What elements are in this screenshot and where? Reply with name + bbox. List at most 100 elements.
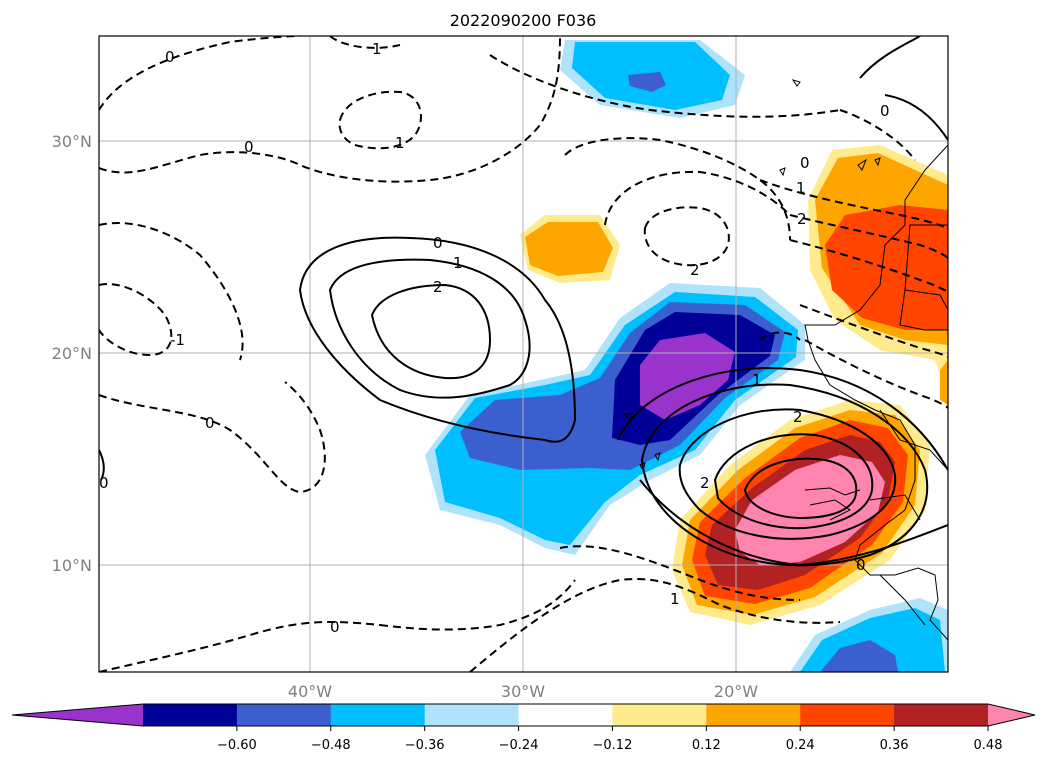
dashed-lower-zero-b xyxy=(379,579,576,631)
lat-label-20n: 20°N xyxy=(52,344,92,363)
contour-eastern-1 xyxy=(640,383,929,567)
lat-label-10n: 10°N xyxy=(52,556,92,575)
clabel-two-east-b: 2 xyxy=(700,474,710,492)
contour-eastern-2 xyxy=(678,408,897,540)
clabel-zero-ul: 0 xyxy=(165,48,175,66)
br-blob-core xyxy=(820,640,898,672)
lat-labels: 30°N 20°N 10°N xyxy=(52,132,92,575)
clabel-zero-high: 0 xyxy=(433,234,443,252)
dashed-lower-zero xyxy=(99,621,381,672)
clabel-neg1-left: -1 xyxy=(170,331,185,349)
dashed-right-band-2 xyxy=(789,214,948,259)
contour-left-edge xyxy=(99,449,105,481)
colorbar-extend-low xyxy=(12,704,143,726)
clabel-zero-edge: 0 xyxy=(99,474,109,492)
colorbar-swatch xyxy=(706,704,801,726)
clabel-neg1-oval: 1 xyxy=(395,134,405,152)
dashed-minus-one-left xyxy=(99,222,244,361)
dashed-minus-one-oval xyxy=(338,90,422,150)
contour-eastern-3 xyxy=(713,433,874,530)
lat-label-30n: 30°N xyxy=(52,132,92,151)
dashed-minus-two-loop xyxy=(604,170,791,226)
map-title: 2022090200 F036 xyxy=(450,11,597,30)
plot-area: 0 1 1 0 0 1 2 -1 0 0 0 1 2 2 1 2 2 0 1 0… xyxy=(99,36,948,672)
contour-labels: 0 1 1 0 0 1 2 -1 0 0 0 1 2 2 1 2 2 0 1 0… xyxy=(99,40,890,636)
contour-eastern-0 xyxy=(617,367,948,471)
clabel-neg1-right: 1 xyxy=(796,179,806,197)
ur-blob-edge xyxy=(940,360,948,405)
colorbar-tick-label: −0.36 xyxy=(405,738,445,753)
coast-detail xyxy=(804,487,861,521)
contour-high-0 xyxy=(298,236,577,443)
dashed-loop-small xyxy=(759,331,801,341)
dashed-zero-row xyxy=(99,36,561,183)
dashed-zero-ul xyxy=(99,36,301,111)
colorbar-swatch xyxy=(424,704,520,726)
lon-label-30w: 30°W xyxy=(501,682,545,701)
contour-high-1 xyxy=(328,258,531,399)
contour-tr-1 xyxy=(884,94,948,141)
orange-blob-core xyxy=(525,222,613,276)
colorbar-tick-label: −0.12 xyxy=(593,738,633,753)
contours xyxy=(99,36,948,567)
contour-eastern-4 xyxy=(743,457,858,520)
inner-border-c xyxy=(869,494,921,521)
colorbar-swatch xyxy=(330,704,426,726)
contour-high-2 xyxy=(370,283,492,380)
contour-tr-0 xyxy=(859,36,921,79)
top-blob-core xyxy=(628,72,666,92)
colorbar-swatch xyxy=(612,704,707,726)
sahara-border xyxy=(899,224,948,331)
clabel-neg1-lower: 1 xyxy=(670,590,680,608)
colorbar-tick-label: −0.24 xyxy=(499,738,539,753)
clabel-one-high: 1 xyxy=(453,254,463,272)
colorbar-tick-label: −0.48 xyxy=(311,738,351,753)
dashed-zero-big xyxy=(489,54,841,118)
colorbar-tick-label: −0.60 xyxy=(217,738,257,753)
colorbar-extend-high xyxy=(988,704,1035,726)
madeira-island xyxy=(791,79,801,87)
dashed-zero-lower-left xyxy=(99,381,326,494)
lon-label-40w: 40°W xyxy=(288,682,332,701)
dashed-contours xyxy=(99,36,948,672)
dashed-minus-one-left-inner xyxy=(99,283,173,357)
dashed-minus-two-inner xyxy=(564,137,791,241)
colorbar-tick-label: 0.36 xyxy=(880,738,909,753)
colorbar-outline xyxy=(11,703,1036,727)
lon-label-20w: 20°W xyxy=(714,682,758,701)
colorbar-tick-label: 0.48 xyxy=(974,738,1003,753)
clabel-neg1-top: 1 xyxy=(372,40,382,58)
dashed-right-band-4 xyxy=(799,304,948,358)
colorbar-tick-label: 0.24 xyxy=(786,738,815,753)
clabel-zero-east: 0 xyxy=(856,556,866,574)
colorbar-swatch xyxy=(236,704,332,726)
dashed-right-band-5 xyxy=(804,339,948,409)
colorbar-swatch xyxy=(800,704,895,726)
clabel-two-east: 2 xyxy=(793,408,803,426)
colorbar-swatch xyxy=(518,704,613,726)
canary-islands xyxy=(779,157,881,177)
dashed-lower-minus-one xyxy=(559,545,801,601)
plot-frame xyxy=(98,35,949,673)
dashed-right-band-3 xyxy=(789,239,948,293)
clabel-zero-row: 0 xyxy=(244,138,254,156)
lon-labels: 40°W 30°W 20°W xyxy=(288,682,758,701)
dashed-zero-big-tail xyxy=(839,109,916,161)
clabel-zero-lower: 0 xyxy=(330,618,340,636)
shaded-field xyxy=(425,40,948,672)
clabel-neg2-oval: 2 xyxy=(690,261,700,279)
clabel-neg2-right: 2 xyxy=(797,210,807,228)
dashed-minus-one-top xyxy=(329,36,401,49)
dashed-lower-zero-c xyxy=(469,578,841,672)
inner-border-d xyxy=(879,574,926,626)
dashed-right-band-1 xyxy=(759,179,948,229)
clabel-zero-left: 0 xyxy=(205,414,215,432)
clabel-zero-right: 0 xyxy=(800,154,810,172)
clabel-zero-tr: 0 xyxy=(880,102,890,120)
ur-blob-l3 xyxy=(825,205,948,330)
clabel-two-high: 2 xyxy=(433,278,443,296)
neg-band-core xyxy=(640,333,735,420)
colorbar-tick-label: 0.12 xyxy=(692,738,721,753)
colorbar-swatch xyxy=(143,704,238,726)
